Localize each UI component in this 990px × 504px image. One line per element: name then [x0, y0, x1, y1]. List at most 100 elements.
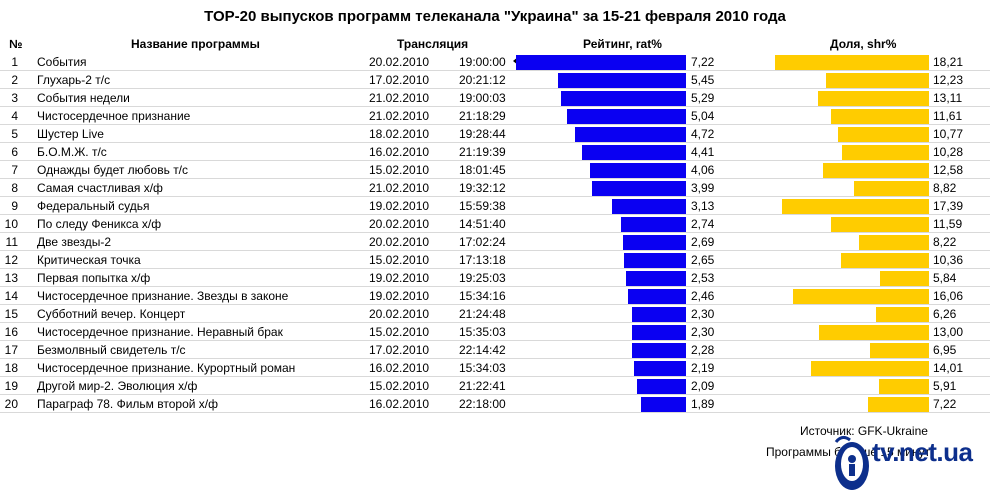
rating-value-label: 2,19 — [691, 361, 715, 375]
share-bar — [793, 289, 929, 304]
rating-value-label: 4,41 — [691, 145, 715, 159]
broadcast-time-cell: 19:25:03 — [459, 271, 506, 285]
rating-value-label: 2,46 — [691, 289, 715, 303]
rating-value-label: 2,65 — [691, 253, 715, 267]
table-row: 3 События недели 21.02.2010 19:00:03 5,29 13,… — [0, 89, 990, 107]
broadcast-date-cell: 16.02.2010 — [369, 145, 430, 159]
rank-cell: 9 — [11, 199, 18, 213]
rating-value-label: 4,72 — [691, 127, 715, 141]
broadcast-date-cell: 16.02.2010 — [369, 397, 430, 411]
share-bar — [859, 235, 929, 250]
broadcast-date-cell: 20.02.2010 — [369, 307, 430, 321]
share-value-label: 13,11 — [933, 91, 963, 105]
share-value-label: 5,91 — [933, 379, 957, 393]
broadcast-date-cell: 18.02.2010 — [369, 127, 430, 141]
share-bar — [880, 271, 929, 286]
broadcast-date-cell: 21.02.2010 — [369, 109, 430, 123]
rank-cell: 3 — [11, 91, 18, 105]
table-row: 10 По следу Феникса х/ф 20.02.2010 14:51:40… — [0, 215, 990, 233]
broadcast-date-cell: 15.02.2010 — [369, 379, 430, 393]
broadcast-time-cell: 19:00:00 — [459, 55, 506, 69]
program-name-cell: Шустер Live — [37, 127, 104, 141]
broadcast-time-cell: 21:19:39 — [459, 145, 506, 159]
broadcast-date-cell: 15.02.2010 — [369, 163, 430, 177]
rank-cell: 4 — [11, 109, 18, 123]
program-name-cell: Чистосердечное признание. Неравный брак — [37, 325, 283, 339]
share-value-label: 11,61 — [933, 109, 963, 123]
program-name-cell: Самая счастливая х/ф — [37, 181, 163, 195]
rating-value-label: 2,74 — [691, 217, 715, 231]
rating-value-label: 3,99 — [691, 181, 715, 195]
share-bar — [854, 181, 929, 196]
row-divider — [0, 286, 990, 287]
rank-cell: 1 — [11, 55, 18, 69]
rating-value-label: 5,29 — [691, 91, 715, 105]
broadcast-time-cell: 17:02:24 — [459, 235, 506, 249]
program-name-cell: Федеральный судья — [37, 199, 150, 213]
share-bar — [842, 145, 929, 160]
row-divider — [0, 358, 990, 359]
share-value-label: 18,21 — [933, 55, 964, 69]
row-divider — [0, 178, 990, 179]
program-name-cell: Другой мир-2. Эволюция х/ф — [37, 379, 198, 393]
rating-bar — [621, 217, 686, 232]
rating-bar — [628, 289, 686, 304]
program-name-cell: Параграф 78. Фильм второй х/ф — [37, 397, 218, 411]
share-bar — [870, 343, 929, 358]
broadcast-time-cell: 19:00:03 — [459, 91, 506, 105]
share-value-label: 7,22 — [933, 397, 957, 411]
rank-cell: 19 — [4, 379, 18, 393]
program-name-cell: Б.О.М.Ж. т/с — [37, 145, 107, 159]
rank-cell: 2 — [11, 73, 18, 87]
share-value-label: 17,39 — [933, 199, 964, 213]
rank-cell: 10 — [4, 217, 18, 231]
row-divider — [0, 232, 990, 233]
program-name-cell: События недели — [37, 91, 130, 105]
broadcast-time-cell: 15:34:16 — [459, 289, 506, 303]
share-value-label: 14,01 — [933, 361, 964, 375]
rating-bar — [575, 127, 686, 142]
broadcast-time-cell: 20:21:12 — [459, 73, 506, 87]
rank-cell: 11 — [5, 235, 18, 249]
share-column-header: Доля, shr% — [830, 37, 897, 51]
rating-column-header: Рейтинг, rat% — [583, 37, 662, 51]
broadcast-time-cell: 15:35:03 — [459, 325, 506, 339]
broadcast-time-cell: 17:13:18 — [459, 253, 506, 267]
broadcast-time-cell: 14:51:40 — [459, 217, 506, 231]
share-value-label: 16,06 — [933, 289, 964, 303]
broadcast-date-cell: 21.02.2010 — [369, 91, 430, 105]
row-divider — [0, 196, 990, 197]
tv-net-ua-logo: tv.net.ua — [828, 432, 978, 500]
broadcast-time-cell: 19:28:44 — [459, 127, 506, 141]
row-divider — [0, 214, 990, 215]
program-name-cell: Однажды будет любовь т/с — [37, 163, 189, 177]
broadcast-time-cell: 19:32:12 — [459, 181, 506, 195]
rank-cell: 12 — [4, 253, 18, 267]
rank-cell: 7 — [11, 163, 18, 177]
rank-cell: 18 — [4, 361, 18, 375]
rank-cell: 20 — [4, 397, 18, 411]
share-bar — [831, 109, 929, 124]
table-row: 9 Федеральный судья 19.02.2010 15:59:38 3,13… — [0, 197, 990, 215]
table-row: 6 Б.О.М.Ж. т/с 16.02.2010 21:19:39 4,41 10,28 — [0, 143, 990, 161]
source-note: Источник: GFK-Ukraine — [800, 424, 928, 438]
share-value-label: 8,22 — [933, 235, 957, 249]
table-row: 12 Критическая точка 15.02.2010 17:13:18 2,6… — [0, 251, 990, 269]
program-name-cell: Чистосердечное признание — [37, 109, 191, 123]
share-bar — [811, 361, 929, 376]
row-divider — [0, 88, 990, 89]
share-bar — [818, 91, 929, 106]
rank-cell: 16 — [4, 325, 18, 339]
name-column-header: Название программы — [131, 37, 260, 51]
table-row: 11 Две звезды-2 20.02.2010 17:02:24 2,69 8,22 — [0, 233, 990, 251]
rating-bar — [624, 253, 686, 268]
program-name-cell: Субботний вечер. Концерт — [37, 307, 186, 321]
row-divider — [0, 106, 990, 107]
share-value-label: 6,95 — [933, 343, 957, 357]
broadcast-time-cell: 15:59:38 — [459, 199, 506, 213]
rating-value-label: 2,30 — [691, 307, 715, 321]
rating-bar — [632, 343, 686, 358]
share-value-label: 5,84 — [933, 271, 957, 285]
row-divider — [0, 268, 990, 269]
broadcast-date-cell: 20.02.2010 — [369, 55, 430, 69]
